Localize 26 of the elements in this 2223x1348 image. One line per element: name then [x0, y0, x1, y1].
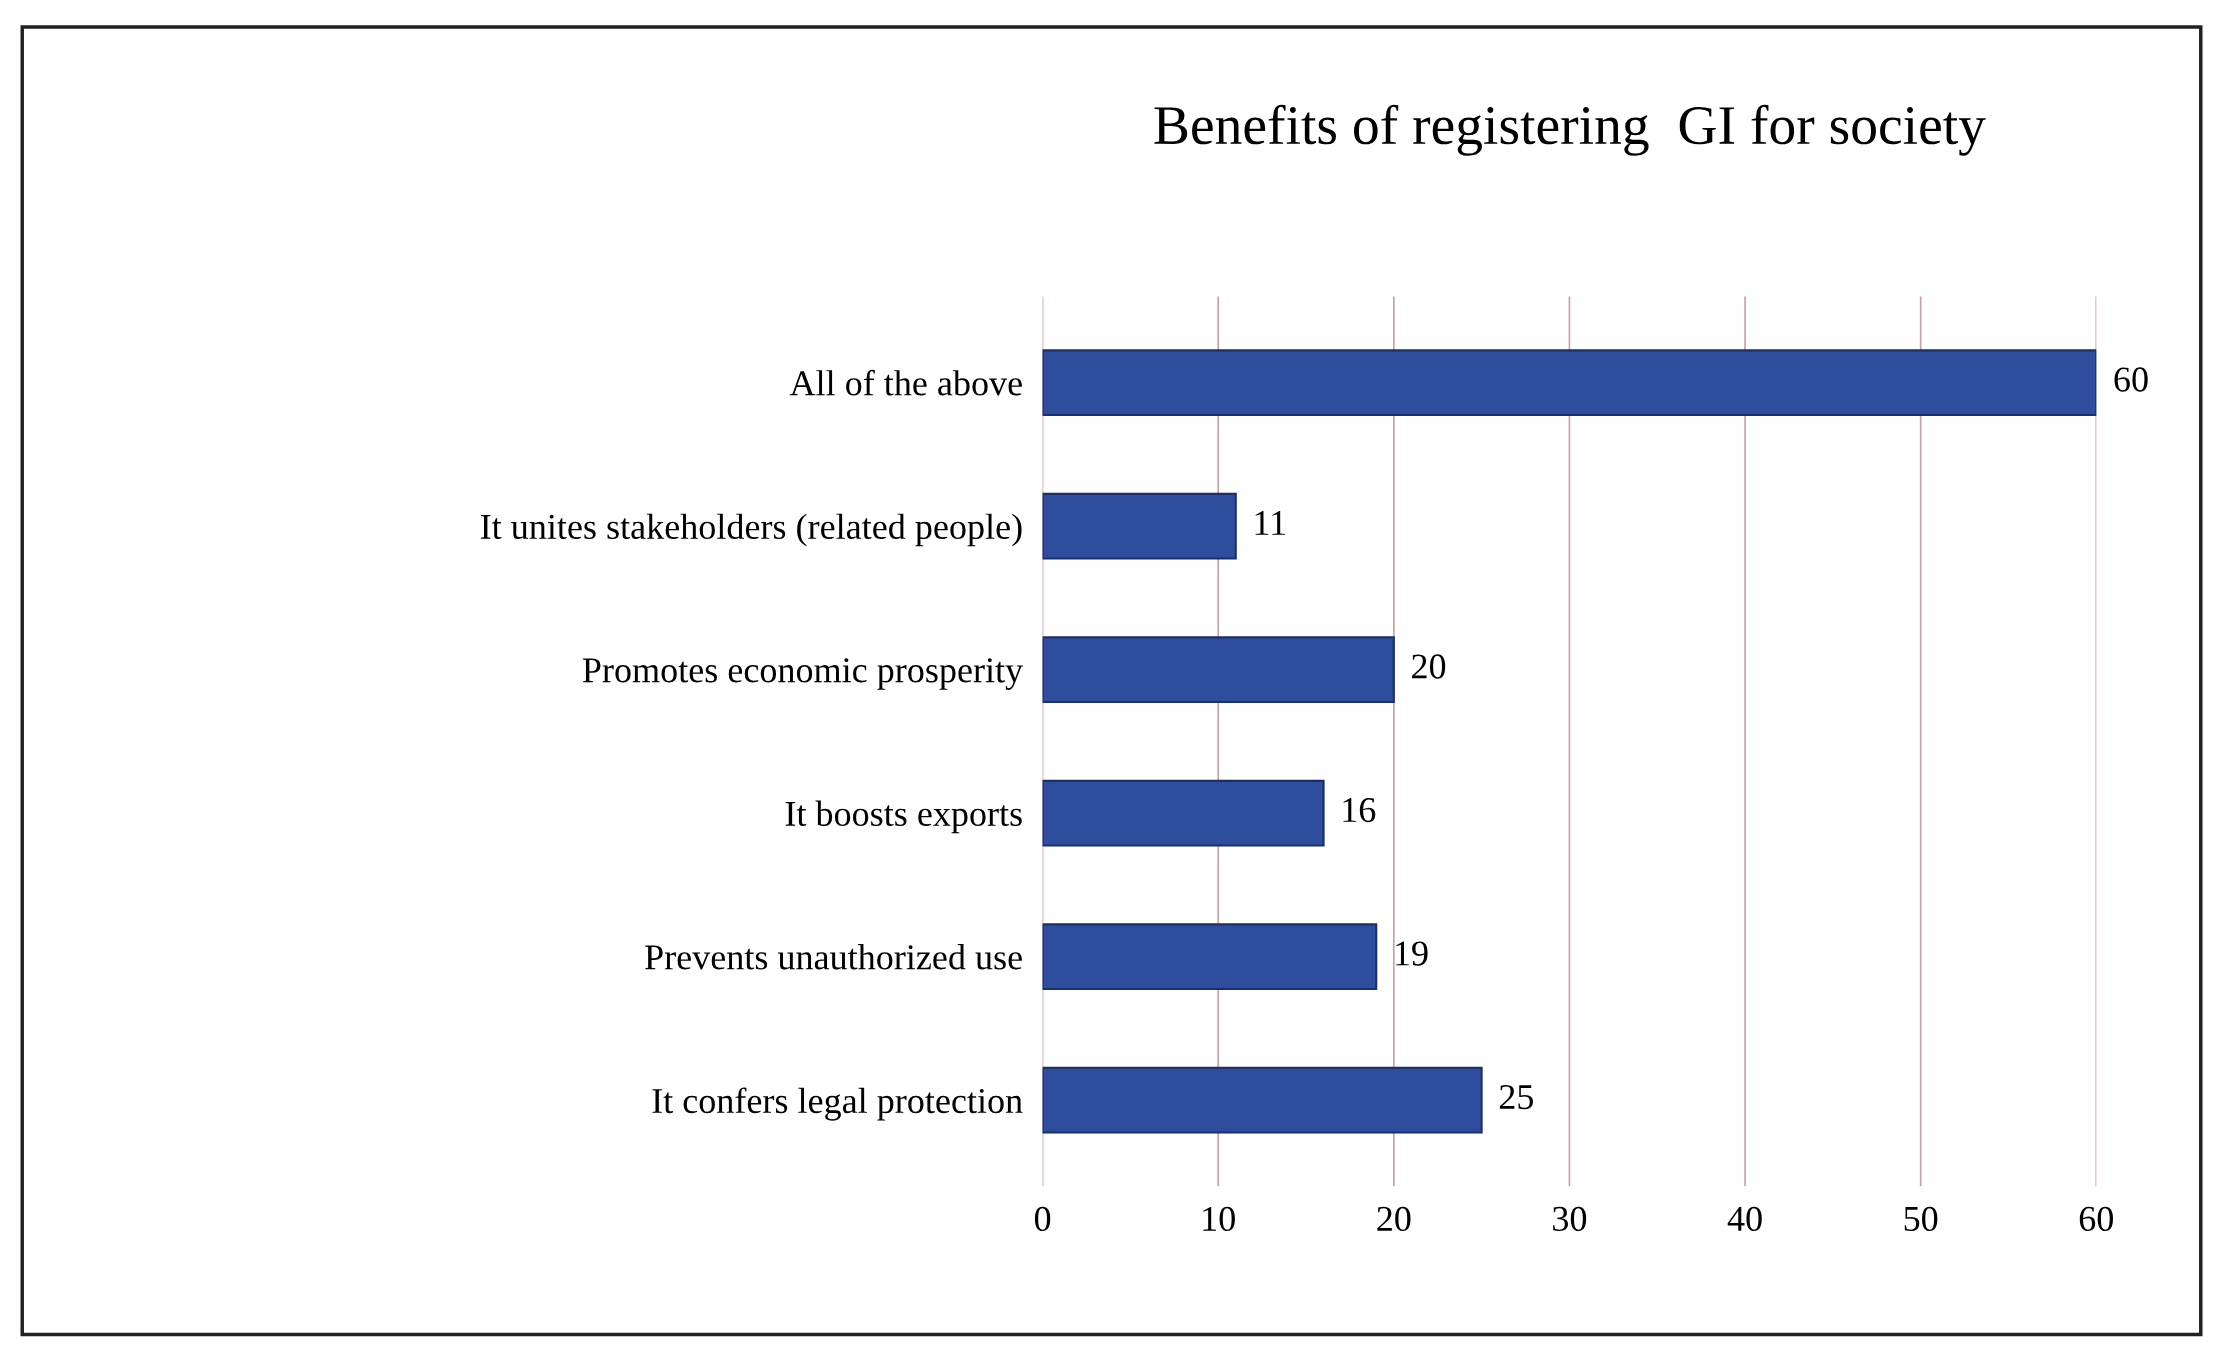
x-tick-label: 30: [1553, 1206, 1587, 1232]
data-label: 11: [1255, 511, 1286, 535]
bar: [1042, 636, 1395, 703]
x-tick-label: 50: [1904, 1206, 1938, 1232]
data-label: 60: [2114, 367, 2148, 392]
bar: [1042, 779, 1325, 847]
chart-title: Benefits of registering GI for society: [1154, 104, 1986, 156]
data-label: 20: [1412, 654, 1446, 679]
data-label: 16: [1343, 797, 1376, 823]
bar: [1042, 492, 1237, 560]
x-tick-label: 0: [1034, 1206, 1051, 1232]
y-tick-label: It boosts exports: [785, 800, 1022, 834]
data-label: 25: [1499, 1084, 1533, 1110]
y-tick-label: All of the above: [789, 369, 1022, 396]
x-tick-label: 10: [1203, 1206, 1235, 1232]
y-tick-label: Promotes economic prosperity: [582, 658, 1023, 690]
y-tick-label: Prevents unauthorized use: [645, 944, 1022, 970]
x-tick-label: 20: [1377, 1206, 1411, 1232]
y-tick-label: It unites stakeholders (related people): [480, 513, 1022, 547]
x-tick-label: 60: [2079, 1206, 2113, 1232]
y-tick-label: It confers legal protection: [652, 1087, 1023, 1121]
bar: [1042, 923, 1378, 990]
x-tick-label: 40: [1727, 1206, 1762, 1232]
data-label: 19: [1396, 941, 1428, 966]
bar: [1042, 1066, 1483, 1134]
bar: [1042, 349, 2097, 416]
